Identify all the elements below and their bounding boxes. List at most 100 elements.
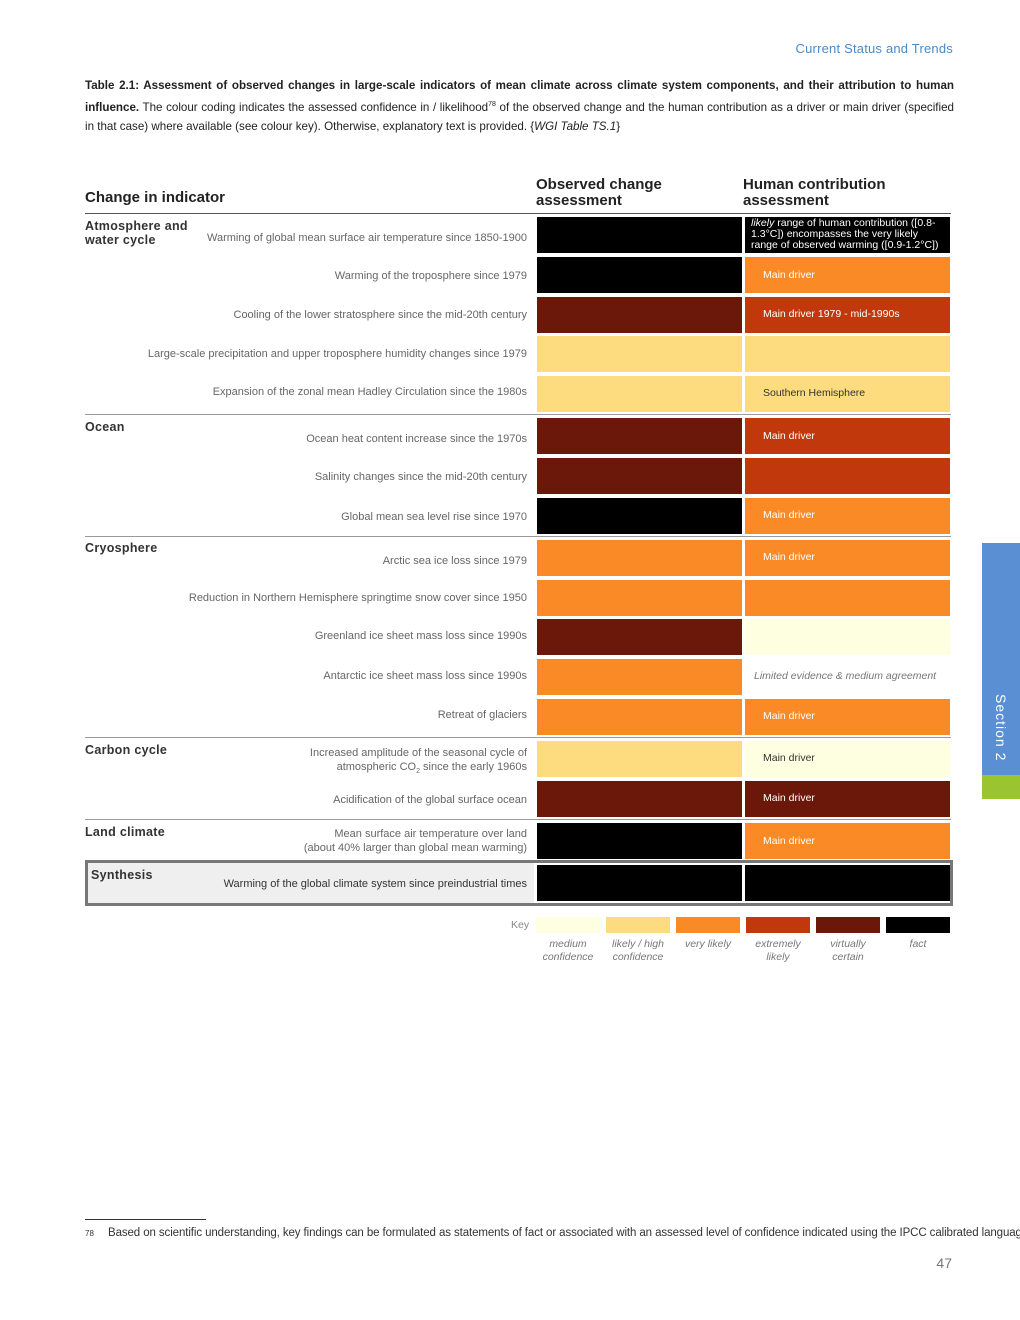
indicator-text-line1: Increased amplitude of the seasonal cycl… (309, 747, 527, 759)
group-label-cryosphere: Cryosphere (85, 541, 158, 555)
human-text: Main driver 1979 - mid-1990s (763, 308, 900, 320)
synthesis-background (88, 863, 534, 903)
observed-cell-very-likely (537, 580, 742, 616)
observed-cell-very-likely (537, 540, 742, 576)
key-swatch-virtually-certain (816, 917, 880, 933)
footnote-number: 78 (85, 1229, 94, 1238)
section-tab (982, 543, 1020, 775)
human-text: Main driver (763, 752, 815, 764)
human-cell-fact (745, 217, 950, 253)
human-text: Main driver (763, 269, 815, 281)
group-label-atmosphere: Atmosphere and water cycle (85, 219, 188, 247)
indicator-text: Expansion of the zonal mean Hadley Circu… (212, 386, 527, 398)
caption-lead: Table 2.1: Assessment of observed change… (85, 79, 954, 114)
group-label-carbon-cycle: Carbon cycle (85, 743, 168, 757)
caption-end: } (616, 119, 621, 133)
human-cell-very-likely (745, 498, 950, 534)
group-label-ocean: Ocean (85, 420, 125, 434)
group-label-land-climate: Land climate (85, 825, 166, 839)
indicator-text: Acidification of the global surface ocea… (333, 794, 527, 806)
human-cell-very-likely (745, 823, 950, 859)
section-tab-label: Section 2 (993, 693, 1009, 761)
human-cell-very-likely (745, 257, 950, 293)
group-divider (85, 536, 951, 537)
caption-body-2: of the observed change and the human con… (85, 100, 954, 133)
indicator-text: Warming of the troposphere since 1979 (334, 270, 527, 282)
observed-cell-virtually-certain (537, 619, 742, 655)
observed-cell-very-likely (537, 659, 742, 695)
group-label-synthesis: Synthesis (91, 868, 153, 882)
synthesis-frame (85, 860, 953, 906)
key-swatch-likely (606, 917, 670, 933)
observed-cell-fact (537, 865, 742, 901)
human-cell-fact (745, 865, 950, 901)
observed-cell-likely (537, 741, 742, 777)
human-cell-none (745, 659, 950, 695)
key-swatch-fact (886, 917, 950, 933)
observed-cell-virtually-certain (537, 458, 742, 494)
indicator-text: Reduction in Northern Hemisphere springt… (188, 592, 527, 604)
observed-cell-fact (537, 498, 742, 534)
column-header-indicator: Change in indicator (85, 189, 226, 206)
indicator-text: Arctic sea ice loss since 1979 (382, 555, 527, 567)
indicator-text: Antarctic ice sheet mass loss since 1990… (323, 670, 527, 682)
human-text: Limited evidence & medium agreement (754, 670, 937, 682)
running-header: Current Status and Trends (795, 41, 953, 56)
column-header-human: Human contribution assessment (743, 176, 886, 209)
human-text: Main driver (763, 509, 815, 521)
footnote-text: Based on scientific understanding, key f… (108, 1227, 1020, 1239)
human-text: Southern Hemisphere (763, 387, 866, 399)
key-swatch-medium-confidence (536, 917, 600, 933)
group-divider (85, 213, 951, 214)
group-divider (85, 819, 951, 820)
human-cell-very-likely (745, 580, 950, 616)
observed-cell-fact (537, 217, 742, 253)
key-swatch-very-likely (676, 917, 740, 933)
key-text-virtually-certain: virtually certain (830, 938, 866, 963)
key-text-fact: fact (909, 938, 927, 950)
human-cell-medium-confidence (745, 619, 950, 655)
human-cell-extremely-likely (745, 458, 950, 494)
indicator-text: Cooling of the lower stratosphere since … (233, 309, 528, 321)
human-cell-virtually-certain (745, 781, 950, 817)
indicator-text: Warming of global mean surface air tempe… (207, 232, 527, 244)
group-divider (85, 737, 951, 738)
footnote-rule (85, 1219, 206, 1220)
observed-cell-virtually-certain (537, 418, 742, 454)
indicator-text-line1: Mean surface air temperature over land (334, 828, 527, 840)
human-cell-likely (745, 376, 950, 412)
human-text: Main driver (763, 430, 815, 442)
observed-cell-virtually-certain (537, 781, 742, 817)
indicator-text-line2: (about 40% larger than global mean warmi… (303, 842, 527, 854)
indicator-text: Greenland ice sheet mass loss since 1990… (314, 630, 527, 642)
indicator-text: Retreat of glaciers (437, 709, 527, 721)
human-cell-medium-confidence (745, 741, 950, 777)
human-cell-extremely-likely (745, 418, 950, 454)
observed-cell-likely (537, 336, 742, 372)
section-tab-accent (982, 775, 1020, 799)
indicator-text: Ocean heat content increase since the 19… (306, 433, 527, 445)
key-label: Key (511, 919, 530, 931)
human-text: Main driver (763, 792, 815, 804)
observed-cell-fact (537, 257, 742, 293)
human-cell-very-likely (745, 540, 950, 576)
key-text-extremely-likely: extremely likely (755, 938, 801, 963)
human-cell-very-likely (745, 699, 950, 735)
page-number: 47 (936, 1255, 952, 1271)
indicator-text: Large-scale precipitation and upper trop… (147, 348, 527, 360)
table-caption: Table 2.1: Assessment of observed change… (85, 76, 954, 136)
human-text: Main driver (763, 835, 815, 847)
human-text: Main driver (763, 551, 815, 563)
observed-cell-virtually-certain (537, 297, 742, 333)
human-text: Main driver (763, 710, 815, 722)
key-swatch-extremely-likely (746, 917, 810, 933)
caption-body: The colour coding indicates the assessed… (139, 100, 489, 114)
footnote-ref: 78 (488, 101, 496, 108)
caption-ref: WGI Table TS.1 (534, 119, 617, 133)
group-divider (85, 414, 951, 415)
observed-cell-fact (537, 823, 742, 859)
key-text-likely: likely / high confidence (612, 938, 664, 963)
observed-cell-very-likely (537, 699, 742, 735)
indicator-text: Salinity changes since the mid-20th cent… (314, 471, 527, 483)
key-text-medium-confidence: medium confidence (542, 938, 594, 963)
